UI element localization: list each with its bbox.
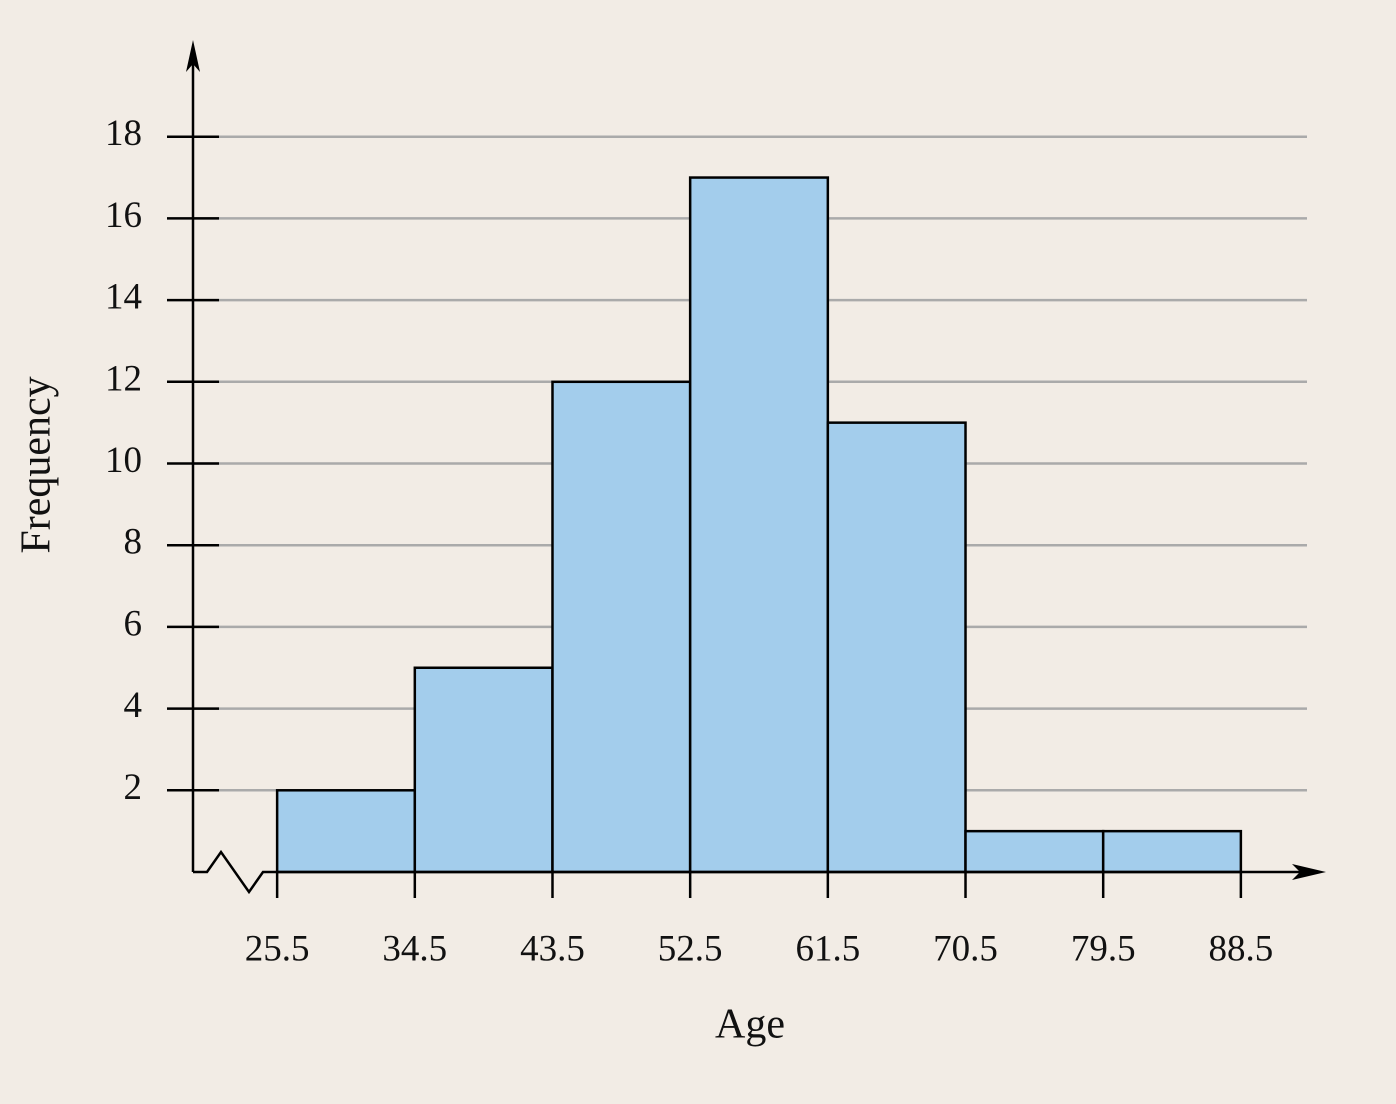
x-tick-label: 88.5 — [1208, 928, 1273, 969]
y-tick-label: 12 — [105, 358, 142, 399]
x-axis-arrow — [1292, 864, 1326, 880]
x-tick-label: 70.5 — [933, 928, 998, 969]
bar — [688, 176, 830, 874]
bar — [275, 789, 417, 874]
bar — [1101, 829, 1243, 874]
bar-layer — [275, 176, 1243, 874]
y-axis-arrow — [186, 40, 200, 72]
x-axis-label: Age — [715, 1002, 785, 1048]
x-tick-label: 79.5 — [1071, 928, 1136, 969]
x-tick-label: 43.5 — [520, 928, 585, 969]
bar — [551, 380, 692, 874]
bar — [964, 829, 1105, 874]
x-tick-label: 52.5 — [658, 928, 723, 969]
y-tick-label: 2 — [124, 767, 143, 808]
y-axis-label: Frequency — [14, 376, 60, 553]
y-tick-label: 4 — [124, 685, 143, 726]
y-tick-label: 8 — [124, 522, 143, 563]
y-tick-label: 6 — [124, 603, 143, 644]
x-axis — [193, 849, 1310, 895]
y-tick-label: 18 — [105, 113, 142, 154]
y-tick-label: 10 — [105, 440, 142, 481]
y-tick-label: 14 — [105, 277, 142, 318]
y-tick-label: 16 — [105, 195, 142, 236]
x-tick-label: 34.5 — [382, 928, 447, 969]
bar — [413, 666, 554, 874]
axes-layer — [167, 40, 1326, 898]
bar — [826, 421, 967, 874]
x-tick-label: 25.5 — [245, 928, 310, 969]
x-tick-label: 61.5 — [795, 928, 860, 969]
